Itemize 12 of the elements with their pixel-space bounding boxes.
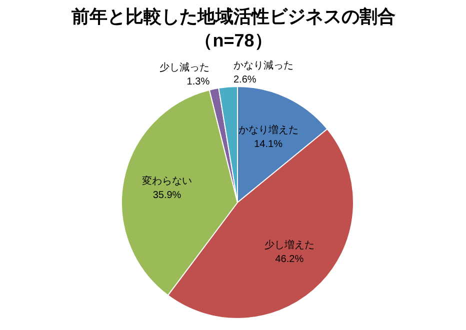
slice-label: 少し増えた (264, 238, 314, 251)
slice-label: 少し減った (160, 62, 210, 74)
slice-label: かなり減った (233, 59, 294, 72)
slice-label: 変わらない (142, 174, 192, 187)
data-label: 1.3% (186, 76, 210, 88)
data-label: 2.6% (233, 74, 256, 86)
data-label: 35.9% (152, 190, 182, 201)
slice-label: かなり増えた (238, 124, 298, 136)
chart-subtitle: （n=78） (194, 30, 272, 50)
data-label: 14.1% (254, 139, 283, 150)
chart-title: 前年と比較した地域活性ビジネスの割合 (70, 6, 396, 26)
data-label: 46.2% (275, 254, 304, 265)
